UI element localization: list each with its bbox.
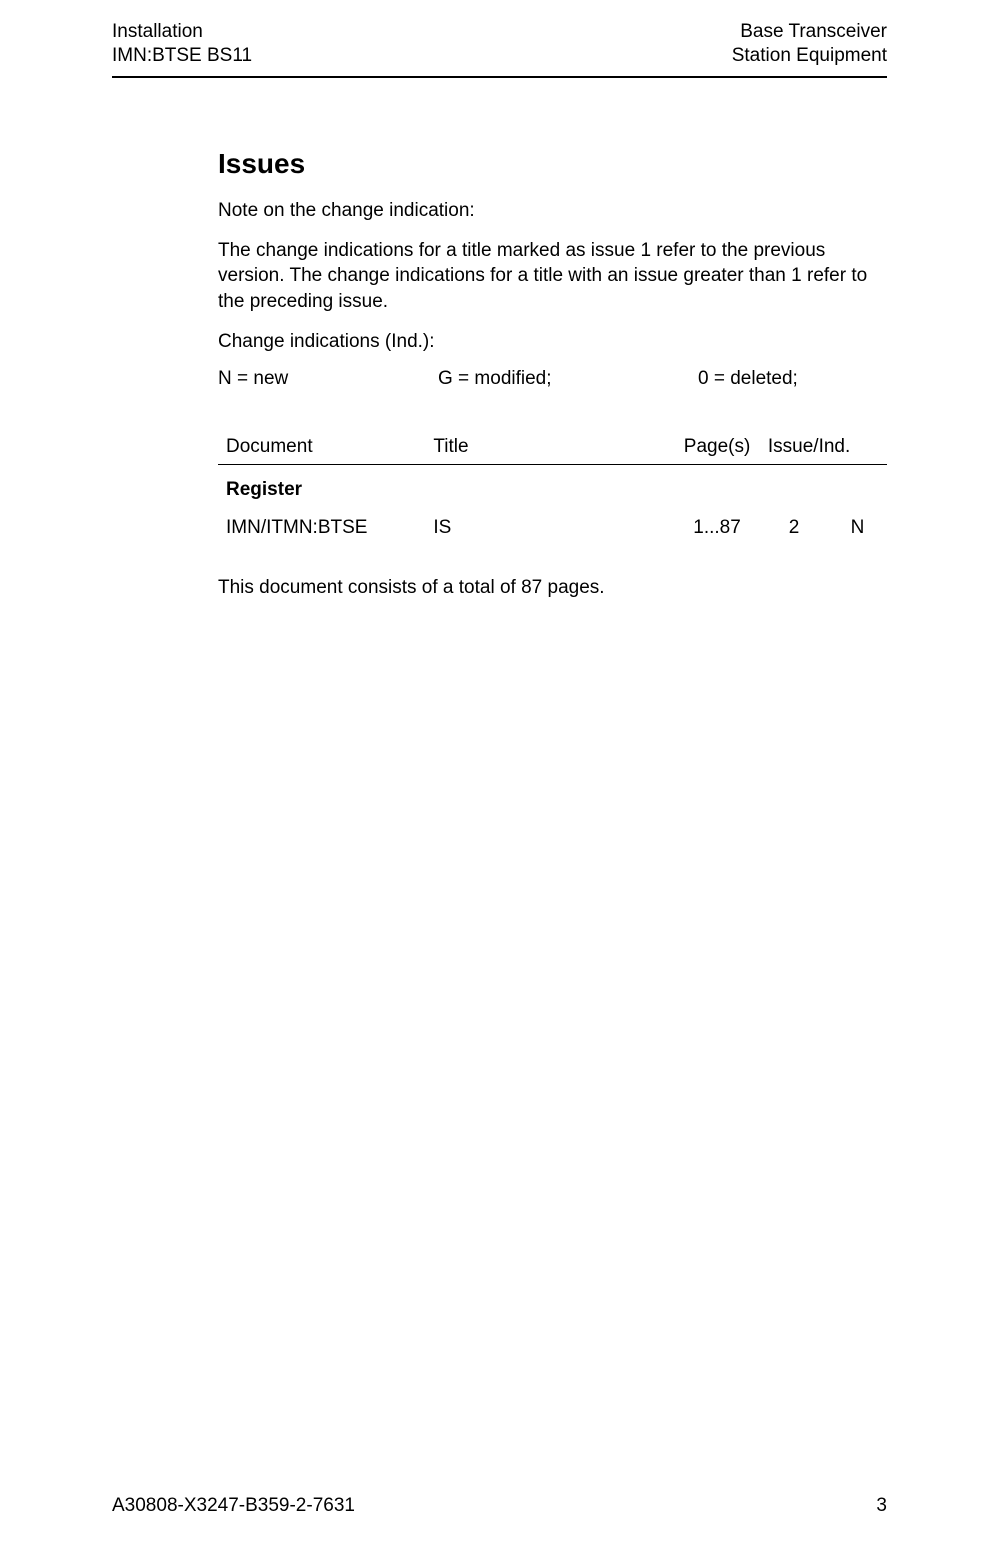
documents-table: Document Title Page(s) Issue/Ind. Regist… <box>218 430 887 543</box>
table-row: IMN/ITMN:BTSE IS 1...87 2 N <box>218 507 887 543</box>
legend-row: N = new G = modified; 0 = deleted; <box>218 368 887 390</box>
legend-deleted: 0 = deleted; <box>698 368 798 390</box>
note-body: The change indications for a title marke… <box>218 238 887 315</box>
footer-doc-number: A30808-X3247-B359-2-7631 <box>112 1495 355 1517</box>
legend-new: N = new <box>218 368 438 390</box>
legend-modified: G = modified; <box>438 368 698 390</box>
cell-issue: 2 <box>760 507 820 543</box>
cell-document: IMN/ITMN:BTSE <box>218 507 425 543</box>
cell-title: IS <box>425 507 666 543</box>
total-pages-note: This document consists of a total of 87 … <box>218 577 887 599</box>
section-heading: Issues <box>218 148 887 180</box>
th-document: Document <box>218 430 425 465</box>
document-page: Installation IMN:BTSE BS11 Base Transcei… <box>0 0 999 1547</box>
header-right: Base Transceiver Station Equipment <box>732 20 887 68</box>
header-right-line1: Base Transceiver <box>732 20 887 44</box>
header-left: Installation IMN:BTSE BS11 <box>112 20 252 68</box>
note-intro: Note on the change indication: <box>218 198 887 224</box>
page-header: Installation IMN:BTSE BS11 Base Transcei… <box>112 20 887 68</box>
page-footer: A30808-X3247-B359-2-7631 3 <box>112 1495 887 1517</box>
table-register-row: Register <box>218 465 887 508</box>
header-left-line1: Installation <box>112 20 252 44</box>
header-right-line2: Station Equipment <box>732 44 887 68</box>
header-rule <box>112 76 887 78</box>
register-label: Register <box>218 465 887 508</box>
header-left-line2: IMN:BTSE BS11 <box>112 44 252 68</box>
change-indications-label: Change indications (Ind.): <box>218 329 887 355</box>
th-title: Title <box>425 430 666 465</box>
footer-page-number: 3 <box>876 1495 887 1517</box>
table-header-row: Document Title Page(s) Issue/Ind. <box>218 430 887 465</box>
th-issue-ind: Issue/Ind. <box>760 430 887 465</box>
cell-pages: 1...87 <box>666 507 760 543</box>
cell-ind: N <box>820 507 887 543</box>
th-pages: Page(s) <box>666 430 760 465</box>
content-area: Issues Note on the change indication: Th… <box>218 148 887 599</box>
